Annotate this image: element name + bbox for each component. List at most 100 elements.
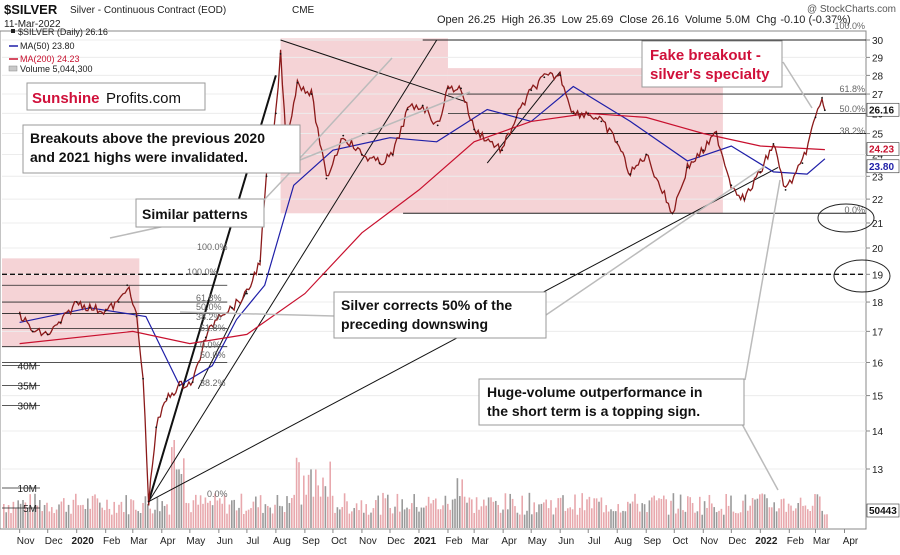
volume-bar	[821, 510, 823, 528]
volume-bar	[288, 502, 291, 528]
volume-bar	[799, 497, 802, 528]
volume-bar	[545, 499, 547, 528]
price-point	[142, 377, 144, 380]
annotation-volume: Huge-volume outperformance in the short t…	[478, 378, 745, 426]
volume-bar	[483, 499, 485, 528]
volume-bar	[403, 509, 406, 528]
annotation-breakouts-text: Breakouts above the previous 2020 and 202…	[30, 130, 265, 165]
volume-bar	[456, 478, 459, 528]
price-point	[274, 112, 277, 115]
fibonacci-labels: 100.0%100.0%61.8%50.0%38.2%61.8%0.0%50.0…	[187, 21, 865, 499]
volume-bar	[521, 495, 523, 528]
x-tick-label: Feb	[445, 536, 463, 547]
volume-bar	[447, 503, 449, 528]
volume-bar	[231, 500, 233, 528]
volume-bar	[29, 494, 31, 528]
volume-bar	[63, 498, 65, 528]
x-tick-label: Nov	[359, 536, 377, 547]
volume-bar	[658, 498, 660, 528]
volume-bar	[233, 499, 235, 528]
volume-bar	[636, 503, 639, 528]
volume-bar	[207, 502, 209, 528]
volume-bar	[622, 510, 624, 528]
volume-bar	[471, 499, 473, 528]
volume-bar	[807, 509, 809, 528]
volume-bar	[735, 512, 737, 528]
volume-bar	[819, 496, 821, 528]
volume-bar	[418, 511, 420, 528]
sunshine-profits-logo: Sunshine Profits.com	[26, 82, 206, 111]
volume-bar	[111, 514, 113, 528]
contract-name: Silver - Continuous Contract (EOD)	[70, 5, 226, 16]
annotation-breakouts: Breakouts above the previous 2020 and 202…	[22, 124, 301, 174]
volume-bar	[651, 497, 653, 528]
volume-bar	[699, 496, 701, 528]
volume-bar	[305, 494, 307, 528]
volume-bar	[391, 513, 394, 528]
ohlc-readout: Open 26.25 High 26.35 Low 25.69 Close 26.16 Volu…	[437, 14, 851, 26]
price-point	[75, 301, 78, 303]
volume-bar	[567, 508, 569, 528]
volume-bar	[166, 504, 168, 528]
volume-bar	[120, 501, 123, 528]
ohlc-value: -0.10 (-0.37%)	[780, 14, 850, 26]
volume-bar	[252, 501, 255, 528]
price-point	[702, 149, 705, 152]
fib-label-right_500: 50.0%	[839, 104, 865, 114]
price-point	[279, 52, 282, 55]
y-tick-label: 21	[872, 219, 884, 230]
fib-label-left_100_top: 100.0%	[197, 242, 228, 252]
volume-bar	[420, 507, 423, 528]
volume-bar	[372, 508, 375, 528]
volume-bar	[91, 495, 94, 528]
fib-label-left_00: 0.0%	[200, 340, 221, 350]
price-series	[18, 49, 826, 506]
volume-bar	[588, 496, 591, 528]
volume-bar	[555, 507, 557, 528]
price-point	[361, 153, 363, 156]
volume-bar	[569, 507, 571, 528]
x-tick-label: Feb	[103, 536, 121, 547]
x-tick-label: Apr	[501, 536, 517, 547]
volume-bar	[427, 496, 430, 528]
y-tick-label: 16	[872, 358, 884, 369]
volume-bar	[823, 514, 826, 528]
volume-bar	[591, 508, 593, 528]
x-tick-label: May	[528, 536, 547, 547]
fib-label-left_618b: 61.8%	[200, 323, 226, 333]
fib-label-right_00: 0.0%	[844, 205, 865, 215]
ohlc-label: Low	[562, 14, 582, 26]
volume-bar	[804, 505, 807, 528]
volume-bar	[490, 497, 492, 528]
brand-profits: Profits.com	[106, 90, 181, 107]
price-point	[46, 333, 49, 336]
volume-bar	[739, 512, 742, 528]
volume-bar	[814, 494, 816, 528]
volume-bar	[379, 514, 382, 528]
price-point	[204, 336, 207, 339]
volume-bar	[785, 511, 787, 528]
x-tick-label: Mar	[813, 536, 831, 547]
fib-label-left_100: 100.0%	[187, 267, 218, 277]
volume-bar	[396, 493, 399, 528]
volume-bar	[243, 514, 245, 528]
volume-bar	[195, 494, 197, 528]
volume-bar	[679, 494, 682, 528]
volume-bar	[749, 505, 751, 528]
volume-bar	[79, 505, 82, 528]
price-point	[310, 93, 313, 95]
volume-bar	[744, 494, 747, 528]
ohlc-label: Open	[437, 14, 464, 26]
x-tick-label: 2020	[72, 536, 95, 547]
volume-bar	[711, 503, 713, 528]
volume-bar	[715, 512, 718, 528]
volume-bar	[48, 511, 51, 528]
volume-bar	[411, 503, 413, 528]
volume-bar	[684, 511, 687, 528]
volume-bar	[144, 496, 147, 528]
price-point	[587, 112, 590, 115]
volume-bar	[125, 495, 127, 528]
volume-bar	[624, 511, 627, 528]
volume-tick-label: 10M	[18, 484, 37, 495]
stockcharts-watermark: @ StockCharts.com	[807, 4, 896, 15]
